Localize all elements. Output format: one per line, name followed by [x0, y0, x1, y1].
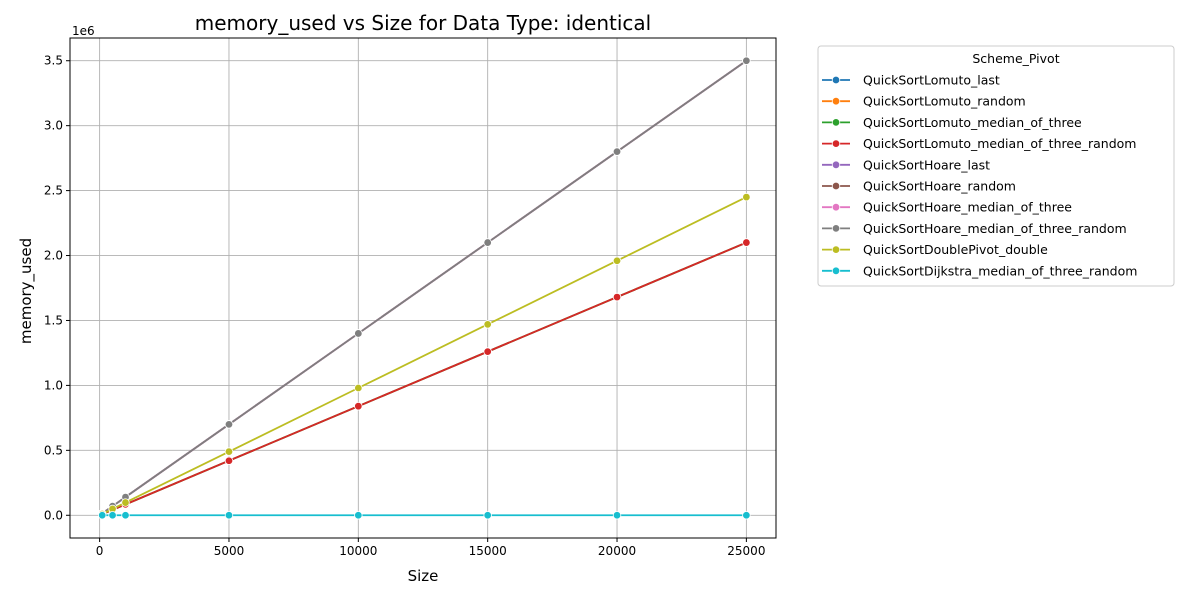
legend-marker-swatch	[831, 75, 841, 85]
data-point	[108, 511, 117, 520]
legend-item: QuickSortHoare_median_of_three_random	[822, 221, 1127, 236]
series-group	[98, 238, 751, 519]
data-point	[98, 511, 107, 520]
data-point	[483, 238, 492, 247]
x-tick-label: 10000	[339, 544, 377, 558]
y-tick-label: 2.5	[44, 184, 63, 198]
data-point	[354, 329, 363, 338]
y-tick-label: 3.0	[44, 119, 63, 133]
legend-marker-swatch	[831, 202, 841, 212]
legend-item: QuickSortLomuto_random	[822, 94, 1026, 109]
series-group	[98, 192, 751, 519]
legend-marker-swatch	[831, 160, 841, 169]
legend-item: QuickSortHoare_random	[822, 179, 1016, 194]
legend-label: QuickSortLomuto_last	[863, 73, 1000, 88]
legend-marker-swatch	[831, 96, 841, 106]
legend-marker-swatch	[831, 266, 841, 275]
data-point	[354, 383, 363, 393]
x-tick-label: 25000	[727, 544, 765, 558]
legend-label: QuickSortDoublePivot_double	[863, 242, 1048, 257]
y-tick-label: 2.0	[44, 249, 63, 263]
y-axis-label: memory_used	[17, 238, 36, 344]
legend-item: QuickSortHoare_last	[822, 157, 990, 172]
legend-item: QuickSortLomuto_median_of_three_random	[822, 136, 1136, 151]
legend-item: QuickSortDijkstra_median_of_three_random	[822, 263, 1137, 278]
data-point	[612, 256, 622, 265]
legend-title: Scheme_Pivot	[972, 51, 1059, 66]
legend-marker-swatch	[831, 181, 841, 191]
data-point	[224, 420, 234, 429]
legend-item: QuickSortDoublePivot_double	[822, 242, 1048, 257]
legend: Scheme_Pivot QuickSortLomuto_lastQuickSo…	[817, 45, 1175, 287]
legend-item: QuickSortLomuto_median_of_three	[822, 115, 1082, 130]
axis-ticks: 0 5000 10000 15000 20000 25000 0.0 0.5 1.0 1.5 2.0…	[44, 54, 766, 558]
legend-box	[817, 45, 1175, 287]
legend-label: QuickSortDijkstra_median_of_three_random	[863, 263, 1137, 278]
legend-items: QuickSortLomuto_last QuickSortLomuto_rand…	[822, 73, 1137, 278]
series-line	[101, 196, 747, 515]
x-tick-label: 0	[96, 544, 104, 558]
data-point	[742, 56, 751, 65]
legend-label: QuickSortHoare_random	[863, 179, 1016, 194]
legend-label: QuickSortLomuto_median_of_three	[863, 115, 1082, 130]
y-tick-label: 3.5	[44, 54, 63, 68]
y-tick-label: 1.5	[44, 313, 63, 327]
data-point	[121, 511, 130, 520]
x-axis-label: Size	[408, 567, 439, 585]
data-point	[224, 456, 234, 465]
data-point	[612, 511, 622, 520]
data-point	[742, 238, 751, 247]
plot-series	[98, 56, 751, 520]
legend-marker-swatch	[831, 118, 841, 127]
data-point	[224, 447, 234, 456]
data-point	[612, 147, 622, 156]
legend-marker-swatch	[831, 139, 841, 148]
x-tick-label: 20000	[598, 544, 636, 558]
x-tick-label: 15000	[469, 544, 507, 558]
data-point	[483, 320, 492, 329]
series-line	[101, 241, 747, 516]
legend-item: QuickSortLomuto_last	[822, 73, 1000, 88]
data-point	[121, 498, 130, 507]
grid-lines	[70, 38, 776, 538]
data-point	[742, 192, 751, 202]
chart-title: memory_used vs Size for Data Type: ident…	[195, 11, 651, 35]
y-offset-label: 1e6	[72, 24, 95, 38]
data-point	[612, 292, 622, 302]
legend-label: QuickSortLomuto_random	[863, 94, 1026, 109]
legend-item: QuickSortHoare_median_of_three	[822, 200, 1072, 215]
legend-label: QuickSortLomuto_median_of_three_random	[863, 136, 1136, 151]
data-point	[483, 511, 492, 520]
y-tick-label: 0.0	[44, 508, 63, 522]
legend-label: QuickSortHoare_last	[863, 157, 990, 172]
legend-marker-swatch	[831, 224, 841, 233]
data-point	[483, 347, 492, 356]
legend-label: QuickSortHoare_median_of_three	[863, 200, 1072, 215]
series-line	[101, 59, 747, 515]
legend-marker-swatch	[831, 245, 841, 254]
legend-label: QuickSortHoare_median_of_three_random	[863, 221, 1127, 236]
y-tick-label: 0.5	[44, 443, 63, 457]
plot-frame	[69, 37, 777, 539]
data-point	[224, 511, 234, 520]
data-point	[742, 511, 751, 520]
data-point	[354, 511, 363, 520]
y-tick-label: 1.0	[44, 378, 63, 392]
x-tick-label: 5000	[214, 544, 245, 558]
series-group	[98, 511, 751, 520]
data-point	[354, 401, 363, 411]
